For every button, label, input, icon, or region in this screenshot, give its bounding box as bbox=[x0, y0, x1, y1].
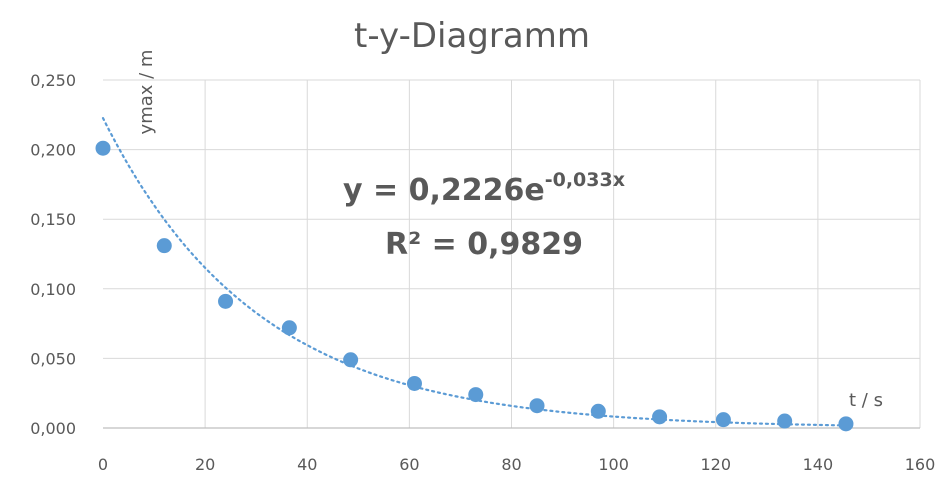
y-tick-label: 0,050 bbox=[30, 349, 76, 368]
data-point bbox=[468, 387, 484, 403]
data-points bbox=[95, 140, 854, 432]
r-squared-label: R² = 0,9829 bbox=[385, 227, 583, 262]
x-tick-labels: 0 20 40 60 80 100 120 140 160 bbox=[98, 455, 935, 474]
data-point bbox=[343, 352, 359, 368]
data-point bbox=[715, 412, 731, 428]
trendline-equation: y = 0,2226e-0,033x bbox=[343, 169, 625, 208]
data-point bbox=[218, 293, 234, 309]
x-tick-label: 120 bbox=[700, 455, 731, 474]
trendline bbox=[101, 117, 855, 427]
y-axis-label: ymax / m bbox=[136, 50, 157, 135]
x-tick-label: 140 bbox=[803, 455, 834, 474]
y-tick-label: 0,150 bbox=[30, 210, 76, 229]
x-tick-label: 20 bbox=[195, 455, 215, 474]
data-point bbox=[777, 413, 793, 429]
y-tick-labels: 0,000 0,050 0,100 0,150 0,200 0,250 bbox=[30, 71, 76, 438]
x-tick-label: 40 bbox=[297, 455, 317, 474]
x-tick-label: 160 bbox=[905, 455, 936, 474]
x-tick-label: 100 bbox=[598, 455, 629, 474]
data-point bbox=[95, 140, 111, 156]
data-point bbox=[156, 238, 172, 254]
data-point bbox=[406, 375, 422, 391]
x-tick-label: 60 bbox=[399, 455, 419, 474]
equation-exponent: -0,033x bbox=[545, 169, 625, 191]
equation-base: y = 0,2226e bbox=[343, 173, 545, 208]
y-tick-label: 0,250 bbox=[30, 71, 76, 90]
y-tick-label: 0,000 bbox=[30, 419, 76, 438]
x-axis-label: t / s bbox=[849, 390, 883, 411]
data-point bbox=[529, 398, 545, 414]
chart-title: t-y-Diagramm bbox=[354, 16, 590, 56]
data-point bbox=[838, 416, 854, 432]
data-point bbox=[652, 409, 668, 425]
y-tick-label: 0,100 bbox=[30, 280, 76, 299]
y-tick-label: 0,200 bbox=[30, 141, 76, 160]
x-tick-label: 0 bbox=[98, 455, 108, 474]
data-point bbox=[590, 403, 606, 419]
data-point bbox=[281, 320, 297, 336]
x-tick-label: 80 bbox=[501, 455, 521, 474]
